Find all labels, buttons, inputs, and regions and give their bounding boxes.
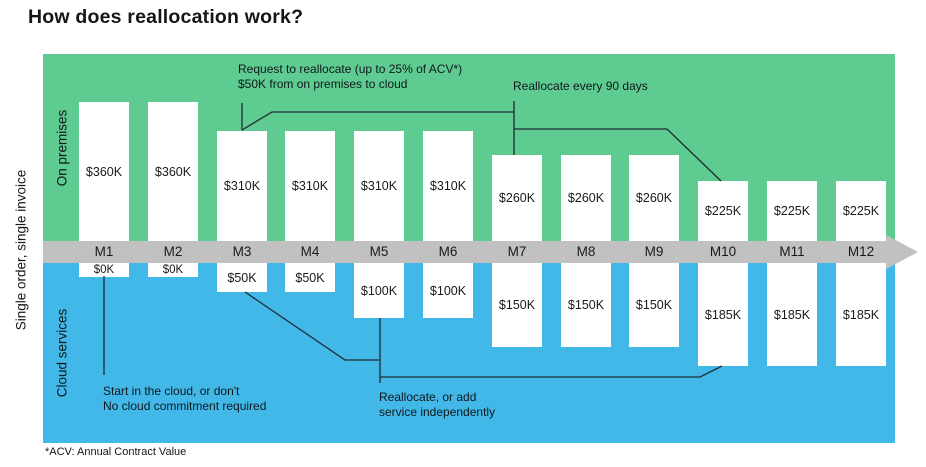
month-column-m5: $310K M5 $100K (354, 0, 404, 467)
month-column-m8: $260K M8 $150K (561, 0, 611, 467)
month-label: M12 (847, 244, 875, 259)
month-column-m6: $310K M6 $100K (423, 0, 473, 467)
on-premises-bar: $260K (629, 155, 679, 241)
cloud-value: $50K (295, 270, 325, 285)
on-premises-bar: $310K (217, 131, 267, 241)
cloud-services-region-label: Cloud services (54, 308, 70, 398)
month-label: M1 (94, 244, 114, 259)
cloud-bar: $150K (492, 263, 542, 347)
annotation-reallocate-cycle: Reallocate every 90 days (513, 79, 648, 93)
on-premises-bar: $360K (148, 102, 198, 241)
footnote: *ACV: Annual Contract Value (45, 446, 187, 458)
month-column-m9: $260K M9 $150K (629, 0, 679, 467)
on-premises-value: $360K (154, 164, 192, 179)
on-premises-value: $310K (291, 179, 329, 193)
annotation-line: $50K from on premises to cloud (238, 77, 408, 91)
month-label: M3 (232, 244, 252, 259)
page-title: How does reallocation work? (28, 6, 304, 28)
on-premises-value: $360K (85, 164, 123, 179)
cloud-bar: $50K (217, 263, 267, 292)
cloud-value: $150K (635, 298, 673, 312)
on-premises-value: $310K (223, 179, 261, 193)
cloud-value: $185K (842, 307, 880, 322)
cloud-bar: $50K (285, 263, 335, 292)
on-premises-value: $310K (360, 179, 398, 193)
on-premises-bar: $225K (698, 181, 748, 241)
on-premises-value: $260K (498, 191, 536, 205)
on-premises-bar: $360K (79, 102, 129, 241)
cloud-value: $150K (567, 298, 605, 312)
month-column-m2: $360K M2 $0K (148, 0, 198, 467)
on-premises-value: $260K (635, 191, 673, 205)
annotation-line: service independently (379, 405, 496, 419)
cloud-bar: $100K (423, 263, 473, 318)
on-premises-value: $225K (704, 204, 742, 218)
month-column-m4: $310K M4 $50K (285, 0, 335, 467)
cloud-value: $185K (773, 307, 811, 322)
annotation-reallocate-request: Request to reallocate (up to 25% of ACV*… (238, 62, 462, 92)
month-column-m11: $225K M11 $185K (767, 0, 817, 467)
cloud-bar: $185K (698, 263, 748, 366)
on-premises-bar: $310K (285, 131, 335, 241)
month-label: M5 (369, 244, 389, 259)
month-label: M11 (779, 244, 805, 259)
month-label: M2 (163, 244, 183, 259)
on-premises-bar: $225K (767, 181, 817, 241)
annotation-line: Request to reallocate (up to 25% of ACV*… (238, 62, 463, 76)
on-premises-bar: $310K (354, 131, 404, 241)
on-premises-value: $225K (773, 204, 811, 218)
month-column-m12: $225K M12 $185K (836, 0, 886, 467)
annotation-cloud-start: Start in the cloud, or don't No cloud co… (103, 384, 266, 414)
month-label: M6 (438, 244, 458, 259)
cloud-bar: $100K (354, 263, 404, 318)
cloud-bar: $185K (836, 263, 886, 366)
cloud-bar: $0K (79, 263, 129, 277)
annotation-independent: Reallocate, or add service independently (379, 390, 495, 420)
axis-label-single-order: Single order, single invoice (13, 169, 29, 331)
month-column-m7: $260K M7 $150K (492, 0, 542, 467)
annotation-line: No cloud commitment required (103, 399, 267, 413)
on-premises-bar: $260K (561, 155, 611, 241)
annotation-line: Reallocate, or add (379, 390, 477, 404)
cloud-value: $0K (162, 264, 184, 276)
month-label: M8 (576, 244, 596, 259)
cloud-bar: $150K (629, 263, 679, 347)
cloud-bar: $185K (767, 263, 817, 366)
annotation-line: Start in the cloud, or don't (103, 384, 240, 398)
on-premises-value: $260K (567, 191, 605, 205)
on-premises-bar: $310K (423, 131, 473, 241)
on-premises-region-label: On premises (54, 109, 70, 187)
month-label: M4 (300, 244, 320, 259)
cloud-value: $150K (498, 298, 536, 312)
cloud-bar: $0K (148, 263, 198, 277)
cloud-value: $100K (360, 283, 398, 298)
on-premises-value: $310K (429, 179, 467, 193)
month-column-m10: $225K M10 $185K (698, 0, 748, 467)
month-column-m1: $360K M1 $0K (79, 0, 129, 467)
timeline-arrow-band (43, 241, 877, 263)
month-label: M9 (644, 244, 664, 259)
on-premises-bar: $260K (492, 155, 542, 241)
cloud-value: $185K (704, 307, 742, 322)
on-premises-bar: $225K (836, 181, 886, 241)
month-label: M7 (507, 244, 527, 259)
cloud-value: $0K (93, 264, 115, 276)
month-label: M10 (709, 244, 737, 259)
cloud-value: $50K (227, 270, 257, 285)
cloud-bar: $150K (561, 263, 611, 347)
month-column-m3: $310K M3 $50K (217, 0, 267, 467)
cloud-value: $100K (429, 283, 467, 298)
on-premises-value: $225K (842, 204, 880, 218)
